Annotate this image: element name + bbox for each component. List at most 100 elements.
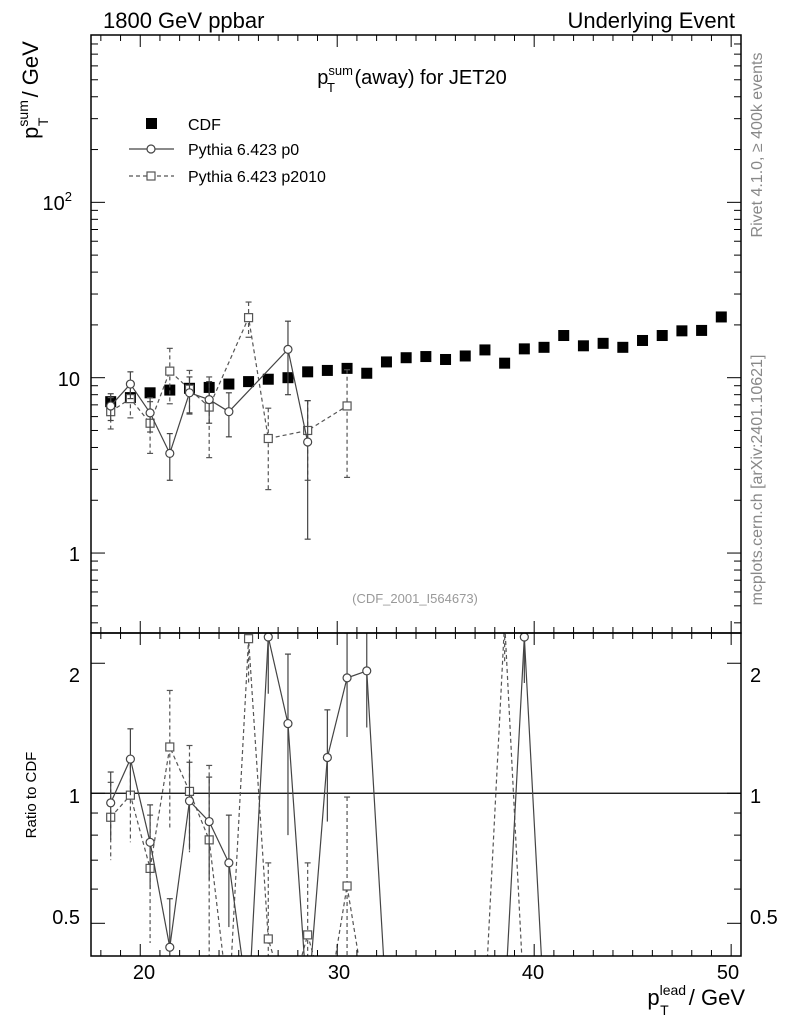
p0-point-21.5 [165, 448, 175, 459]
p0-ratio-line [110, 636, 542, 956]
xlabel-sub: T [660, 1002, 669, 1018]
p2010-point-21.5 [165, 366, 175, 376]
ratio-tick-label-2-right: 2 [750, 665, 761, 687]
cdf-point-40.5 [538, 341, 550, 353]
p0-ratio-point-23.5 [204, 816, 214, 827]
p0-point-23.5 [204, 395, 214, 405]
ratio-tick-label-05-right: 0.5 [750, 907, 778, 929]
main-ylabel-sup: sum [15, 100, 31, 126]
rivet-version-text: Rivet 4.1.0, ≥ 400k events [749, 53, 766, 238]
p2010-ratio-point-30.5 [342, 881, 352, 891]
x-tick-label-50: 50 [717, 962, 739, 984]
p0-ratio-point-29.5 [322, 752, 332, 763]
cdf-point-24.5 [223, 378, 235, 390]
cdf-point-37.5 [479, 344, 491, 356]
header-right: Underlying Event [567, 8, 735, 33]
p2010-line [110, 315, 348, 440]
cdf-point-41.5 [558, 330, 570, 342]
cdf-point-47.5 [676, 325, 688, 337]
legend-p2010-label: Pythia 6.423 p2010 [188, 169, 326, 186]
cdf-point-32.5 [380, 356, 392, 368]
legend: CDF Pythia 6.423 p0 Pythia 6.423 p2010 [129, 117, 326, 186]
p0-ratio-point-39.5 [519, 633, 529, 642]
main-ylabel-sub: T [35, 117, 51, 126]
ratio-plot-area [91, 633, 741, 956]
p2010-point-26.5 [263, 433, 273, 444]
cdf-point-49.5 [715, 311, 727, 323]
cdf-point-25.5 [243, 376, 255, 388]
header-left: 1800 GeV ppbar [103, 8, 264, 33]
p2010-ratio-point-28.5 [303, 930, 313, 940]
p0-point-22.5 [184, 388, 195, 398]
x-tick-label-40: 40 [522, 962, 544, 984]
reference-label: (CDF_2001_I564673) [352, 591, 478, 606]
p2010-ratio-point-25.5 [243, 634, 254, 644]
p0-ratio-point-27.5 [283, 718, 293, 729]
p0-point-24.5 [224, 407, 234, 417]
p0-ratio-point-21.5 [165, 942, 175, 952]
cdf-point-34.5 [420, 351, 432, 363]
y-tick-label-1: 1 [69, 544, 80, 566]
main-ylabel-rest: / GeV [18, 41, 43, 104]
p0-point-20.5 [145, 408, 155, 418]
p0-ratio-point-18.5 [106, 798, 116, 808]
cdf-point-20.5 [144, 387, 156, 399]
p0-ratio-point-30.5 [342, 673, 352, 683]
p2010-point-25.5 [243, 313, 254, 323]
ratio-tick-label-1-right: 1 [750, 786, 761, 808]
p2010-point-30.5 [342, 401, 352, 411]
p0-ratio-point-26.5 [263, 633, 273, 642]
p0-ratio-point-31.5 [362, 666, 372, 676]
ratio-tick-label-05-left: 0.5 [52, 907, 80, 929]
cdf-point-38.5 [499, 357, 511, 369]
legend-cdf-marker [146, 118, 157, 129]
p2010-ratio-point-26.5 [263, 934, 273, 944]
legend-cdf-label: CDF [188, 117, 221, 134]
p2010-ratio-point-21.5 [165, 742, 175, 752]
cdf-point-44.5 [617, 341, 629, 353]
axes-frame [90, 34, 742, 957]
legend-p0-marker [146, 144, 156, 154]
main-y-axis-label: psum T / GeV [15, 41, 51, 139]
main-plot-area [105, 301, 727, 540]
y-tick-label-10: 10 [58, 369, 80, 391]
p0-point-18.5 [106, 401, 116, 411]
cdf-point-21.5 [164, 384, 176, 396]
y-tick-label-100-exp: 2 [65, 189, 72, 204]
cdf-point-30.5 [341, 362, 353, 374]
main-title-rest: (away) for JET20 [349, 67, 507, 89]
legend-p2010-marker [146, 171, 156, 181]
cdf-point-29.5 [321, 364, 333, 376]
main-title: psum T (away) for JET20 [317, 63, 506, 95]
p0-ratio-point-24.5 [224, 858, 234, 868]
ratio-y-axis-label: Ratio to CDF [23, 752, 40, 839]
p0-point-27.5 [283, 344, 293, 354]
xlabel-rest: / GeV [683, 985, 746, 1010]
cdf-point-45.5 [637, 334, 649, 346]
xlabel-base: p [647, 985, 659, 1010]
cdf-point-26.5 [262, 373, 274, 385]
cdf-point-31.5 [361, 367, 373, 379]
p0-ratio-point-22.5 [184, 796, 195, 806]
main-title-sup: sum [328, 63, 353, 78]
y-tick-label-100: 102 [43, 189, 72, 215]
p0-ratio-point-20.5 [145, 837, 155, 847]
ratio-tick-label-1-left: 1 [69, 786, 80, 808]
p0-ratio-point-19.5 [125, 754, 135, 764]
x-tick-label-20: 20 [133, 962, 155, 984]
cdf-point-43.5 [597, 337, 609, 349]
cdf-point-46.5 [656, 330, 668, 342]
x-axis-label: plead T / GeV [647, 982, 745, 1018]
cdf-point-39.5 [518, 343, 530, 355]
mcplots-citation-text: mcplots.cern.ch [arXiv:2401.10621] [749, 355, 766, 606]
legend-p0-label: Pythia 6.423 p0 [188, 142, 299, 159]
x-tick-label-30: 30 [328, 962, 350, 984]
ratio-tick-label-2-left: 2 [69, 665, 80, 687]
p0-point-19.5 [125, 379, 135, 389]
main-title-sub: T [327, 80, 335, 95]
cdf-point-36.5 [459, 350, 471, 362]
xlabel-sup: lead [660, 982, 686, 998]
main-title-base: p [317, 67, 328, 89]
